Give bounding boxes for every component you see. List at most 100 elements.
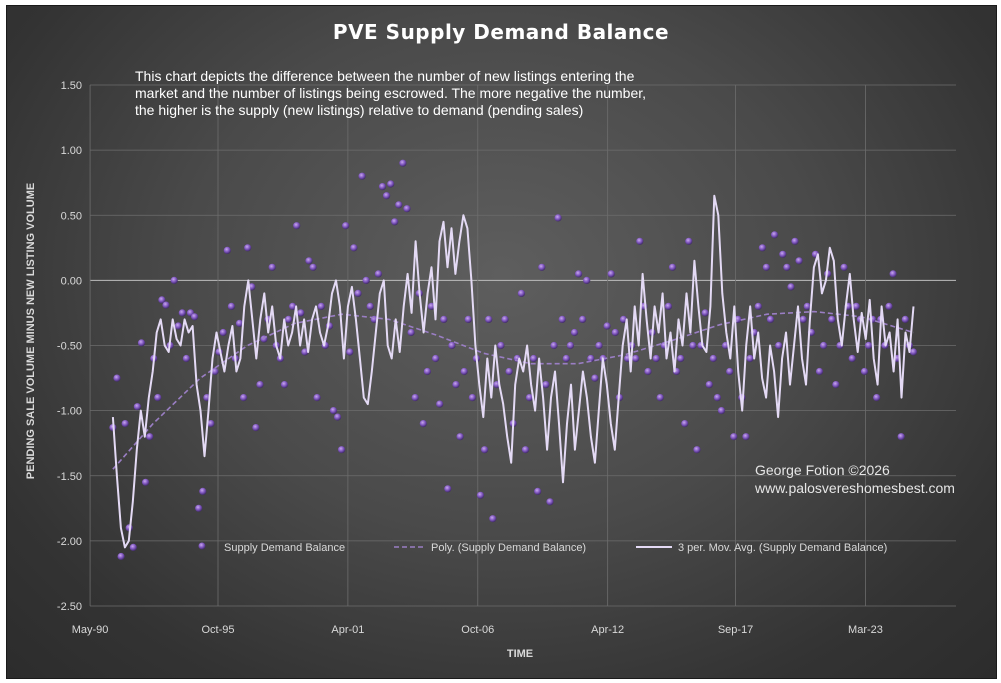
y-tick-label: 0.00 (61, 275, 82, 287)
scatter-point (815, 367, 824, 376)
scatter-point (587, 354, 595, 363)
scatter-point (411, 394, 419, 402)
credit-block: George Fotion ©2026 www.palosvereshomesb… (754, 462, 955, 496)
scatter-point (542, 381, 550, 389)
scatter-point (142, 478, 150, 486)
scatter-point (746, 354, 754, 363)
scatter-point (133, 403, 141, 411)
scatter-point (117, 552, 125, 561)
scatter-point (885, 302, 893, 310)
x-tick-label: Oct-95 (201, 624, 234, 636)
scatter-point (182, 354, 190, 363)
scatter-point (766, 315, 775, 323)
scatter-point (378, 183, 387, 191)
scatter-point (636, 237, 644, 245)
scatter-point (865, 341, 873, 350)
scatter-point (158, 296, 166, 304)
scatter-point (113, 374, 121, 382)
scatter-point (685, 237, 693, 245)
scatter-point (240, 394, 248, 402)
scatter-point (374, 270, 382, 278)
y-tick-label: 1.00 (61, 145, 82, 157)
scatter-point (436, 400, 444, 408)
scatter-point (530, 354, 538, 363)
chart-canvas: PVE Supply Demand Balance 1.50 1.00 0.50 0.… (25, 20, 956, 660)
legend-scatter-marker (198, 542, 206, 550)
scatter-point (137, 339, 146, 347)
scatter-point (329, 407, 338, 415)
scatter-point (391, 218, 399, 226)
scatter-point (170, 276, 178, 284)
scatter-point (546, 498, 554, 506)
scatter-point (775, 341, 783, 350)
scatter-point (795, 257, 803, 265)
annotation-line-1: This chart depicts the difference betwee… (135, 68, 635, 84)
y-tick-label: -1.00 (57, 406, 82, 418)
scatter-point (607, 270, 615, 278)
scatter-point (570, 328, 579, 337)
scatter-point (579, 315, 587, 323)
scatter-point (284, 315, 293, 323)
scatter-point (701, 309, 709, 317)
y-tick-label: -1.50 (57, 471, 82, 483)
scatter-point (280, 381, 289, 389)
x-tick-label: Oct-06 (461, 624, 494, 636)
scatter-point (207, 420, 215, 428)
scatter-point (334, 413, 342, 421)
scatter-point (419, 420, 427, 428)
scatter-point (427, 302, 436, 310)
moving-average-line (111, 194, 915, 549)
scatter-point (681, 420, 689, 428)
scatter-point (448, 341, 456, 350)
scatter-point (550, 341, 558, 350)
scatter-point (338, 446, 346, 454)
scatter-point (717, 407, 726, 415)
legend-poly-label: Poly. (Supply Demand Balance) (431, 542, 586, 554)
scatter-point (897, 433, 905, 441)
scatter-point (791, 237, 799, 245)
scatter-point (860, 367, 869, 376)
scatter-series (109, 159, 918, 561)
scatter-point (534, 487, 542, 495)
scatter-point (350, 244, 358, 252)
scatter-point (366, 302, 374, 310)
scatter-point (289, 302, 297, 310)
scatter-point (309, 263, 317, 271)
scatter-point (497, 341, 505, 350)
scatter-point (395, 201, 403, 209)
scatter-point (730, 433, 738, 441)
scatter-point (444, 485, 452, 493)
scatter-point (562, 354, 570, 363)
y-tick-label: -2.50 (57, 601, 82, 613)
scatter-point (517, 289, 525, 297)
scatter-point (803, 302, 811, 310)
scatter-point (362, 276, 370, 284)
scatter-point (632, 354, 640, 363)
scatter-point (538, 263, 546, 271)
scatter-point (297, 309, 305, 317)
scatter-point (121, 420, 129, 428)
scatter-point (709, 354, 717, 363)
scatter-point (252, 424, 260, 432)
scatter-point (191, 313, 199, 321)
scatter-point (489, 515, 497, 523)
scatter-point (129, 543, 137, 552)
scatter-point (668, 263, 677, 271)
credit-author: George Fotion ©2026 (755, 462, 890, 478)
scatter-point (889, 270, 897, 278)
scatter-point (783, 263, 791, 271)
scatter-point (244, 244, 252, 252)
scatter-point (199, 487, 207, 495)
scatter-point (211, 367, 219, 376)
scatter-point (432, 354, 440, 363)
y-axis-title: PENDING SALE VOLUME MINUS NEW LISTING VO… (25, 183, 37, 479)
scatter-point (652, 354, 660, 363)
scatter-point (227, 302, 235, 310)
scatter-point (832, 381, 840, 389)
scatter-point (195, 504, 203, 512)
scatter-point (713, 394, 722, 402)
legend-ma-label: 3 per. Mov. Avg. (Supply Demand Balance) (678, 542, 887, 554)
scatter-point (521, 446, 530, 454)
scatter-point (146, 433, 154, 441)
scatter-point (423, 367, 431, 376)
